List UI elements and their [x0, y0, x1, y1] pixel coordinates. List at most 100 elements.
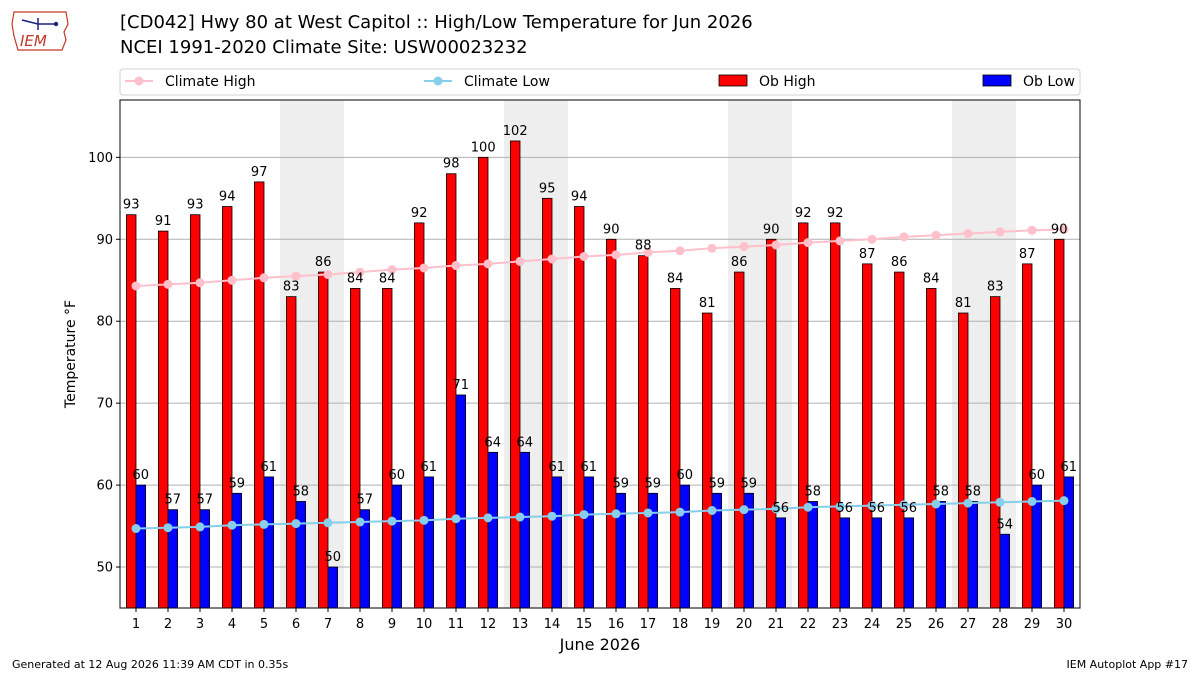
climate-low-legend-label: Climate Low	[464, 74, 550, 90]
ob-low-value-label: 57	[165, 493, 182, 508]
ob-high-bar	[958, 312, 969, 609]
climate-low-point	[387, 516, 397, 526]
climate-high-point	[579, 251, 589, 261]
ob-low-value-label: 59	[613, 476, 630, 491]
ob-high-value-label: 87	[859, 247, 876, 262]
climate-low-point	[867, 501, 877, 511]
ob-low-bar	[775, 517, 787, 609]
climate-low-point	[195, 522, 205, 532]
climate-high-point	[323, 270, 333, 280]
ob-low-legend-swatch	[982, 74, 1012, 87]
ob-high-bar	[477, 156, 489, 609]
climate-high-point	[483, 259, 493, 269]
ob-high-value-label: 93	[123, 198, 140, 213]
ob-high-value-label: 90	[763, 222, 780, 237]
ob-low-bar	[583, 476, 595, 609]
bars	[126, 140, 1075, 609]
ob-low-bar	[135, 484, 147, 609]
x-tick-label-18: 18	[672, 617, 689, 632]
x-tick-label-25: 25	[896, 617, 913, 632]
climate-low-point	[995, 497, 1005, 507]
ob-low-value-label: 71	[453, 378, 470, 393]
ob-low-bar	[519, 451, 531, 609]
ob-low-value-label: 61	[261, 460, 278, 475]
ob-low-value-label: 64	[485, 435, 502, 450]
logo-text: IEM	[20, 32, 47, 50]
climate-high-point	[867, 234, 877, 244]
footer-generated: Generated at 12 Aug 2026 11:39 AM CDT in…	[12, 658, 289, 671]
x-tick-label-12: 12	[480, 617, 497, 632]
ob-high-bar	[1054, 238, 1065, 609]
ob-low-bar	[263, 476, 275, 609]
ob-low-value-label: 50	[325, 550, 342, 565]
ob-high-value-label: 92	[827, 206, 844, 221]
x-tick-label-28: 28	[992, 617, 1009, 632]
climate-high-point	[451, 261, 461, 271]
ob-high-value-label: 84	[667, 271, 684, 286]
ob-low-bar	[935, 501, 947, 609]
climate-low-point	[355, 517, 365, 527]
climate-high-point	[547, 254, 557, 264]
ob-low-value-label: 57	[197, 493, 214, 508]
climate-high-point	[1059, 224, 1069, 234]
iem-logo: IEM	[8, 6, 72, 58]
y-tick-label-100: 100	[88, 151, 113, 166]
ob-low-bar	[551, 476, 563, 609]
ob-high-bar	[285, 296, 297, 609]
ob-high-bar	[702, 312, 713, 609]
climate-low-point	[707, 505, 717, 515]
ob-low-bar	[679, 484, 691, 609]
climate-high-point	[771, 240, 781, 250]
ob-low-value-label: 58	[293, 484, 310, 499]
plot-frame	[119, 99, 1081, 609]
ob-high-value-label: 90	[1051, 222, 1068, 237]
climate-high-point	[899, 232, 909, 242]
climate-high-point	[195, 278, 205, 288]
ob-high-value-label: 86	[315, 255, 332, 270]
climate-low-point	[675, 507, 685, 517]
ob-low-value-label: 61	[549, 460, 566, 475]
y-tick-label-80: 80	[96, 315, 113, 330]
climate-high-point	[707, 243, 717, 253]
ob-high-bar	[894, 271, 905, 609]
y-tick-label-90: 90	[96, 233, 113, 248]
climate-low-point	[611, 509, 621, 519]
climate-low-point	[419, 515, 429, 525]
climate-low-point	[1027, 496, 1037, 506]
ob-low-bar	[455, 394, 467, 609]
ob-low-bar	[423, 476, 435, 609]
climate-low-point	[163, 523, 173, 533]
x-tick-label-23: 23	[832, 617, 849, 632]
ob-high-value-label: 90	[603, 222, 620, 237]
climate-high-point	[131, 281, 141, 291]
ob-low-value-label: 60	[677, 468, 694, 483]
ob-high-value-label: 84	[379, 271, 396, 286]
climate-low-point	[739, 505, 749, 515]
ob-low-value-label: 59	[741, 476, 758, 491]
x-tick-label-27: 27	[960, 617, 977, 632]
ob-low-value-label: 61	[421, 460, 438, 475]
ob-high-value-label: 84	[347, 271, 364, 286]
x-tick-label-13: 13	[512, 617, 529, 632]
ob-high-value-label: 81	[955, 296, 972, 311]
ob-low-value-label: 61	[581, 460, 598, 475]
climate-high-point	[611, 250, 621, 260]
x-tick-label-20: 20	[736, 617, 753, 632]
climate-low-point	[1059, 496, 1069, 506]
legend-box	[119, 68, 1081, 96]
ob-high-bar	[413, 222, 425, 609]
ob-low-bar	[967, 501, 979, 609]
climate-high-point	[643, 247, 653, 257]
ob-high-bar	[926, 288, 937, 609]
ob-low-value-label: 60	[1029, 468, 1046, 483]
chart-title: [CD042] Hwy 80 at West Capitol :: High/L…	[120, 12, 753, 33]
ob-low-bar	[327, 566, 339, 609]
x-tick-label-4: 4	[228, 617, 236, 632]
ob-high-bar	[862, 263, 873, 609]
ob-low-bar	[391, 484, 403, 609]
ob-high-value-label: 86	[891, 255, 908, 270]
grid-lines	[120, 156, 1080, 568]
ob-high-value-label: 81	[699, 296, 716, 311]
ob-low-value-label: 58	[965, 484, 982, 499]
